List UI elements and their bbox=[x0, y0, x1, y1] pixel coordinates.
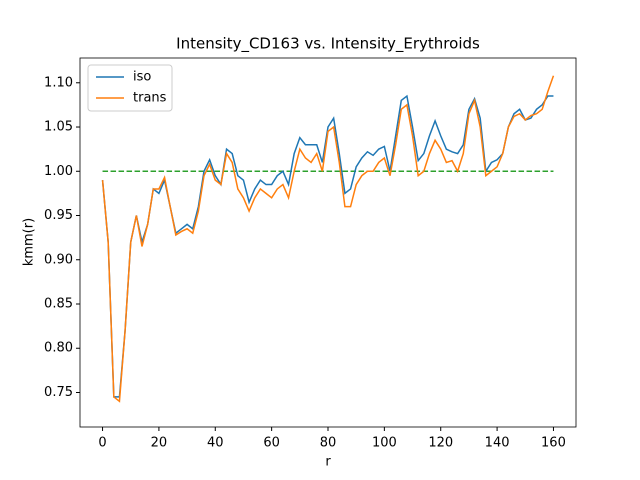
x-tick-label: 160 bbox=[541, 436, 566, 451]
y-tick-label: 1.05 bbox=[44, 120, 73, 135]
plot-frame bbox=[79, 57, 577, 428]
x-tick-label: 0 bbox=[98, 436, 106, 451]
y-tick-label: 0.75 bbox=[44, 385, 73, 400]
x-tick-label: 100 bbox=[372, 436, 397, 451]
y-tick-label: 0.90 bbox=[44, 252, 73, 267]
legend-label: iso bbox=[133, 70, 151, 85]
y-tick-label: 0.80 bbox=[44, 341, 73, 356]
x-tick-label: 60 bbox=[263, 436, 280, 451]
x-tick-label: 80 bbox=[320, 436, 337, 451]
x-tick-label: 140 bbox=[485, 436, 510, 451]
x-tick-label: 120 bbox=[428, 436, 453, 451]
x-tick-label: 20 bbox=[151, 436, 168, 451]
chart-title: Intensity_CD163 vs. Intensity_Erythroids bbox=[176, 35, 480, 54]
y-axis-label: kmm(r) bbox=[22, 218, 37, 266]
line-series bbox=[101, 94, 554, 398]
x-axis-label: r bbox=[325, 455, 331, 470]
y-tick-label: 1.00 bbox=[44, 164, 73, 179]
x-tick-label: 40 bbox=[207, 436, 224, 451]
legend-label: trans bbox=[133, 91, 167, 106]
y-tick-label: 0.95 bbox=[44, 208, 73, 223]
line-series bbox=[101, 75, 555, 403]
y-tick-label: 0.85 bbox=[44, 297, 73, 312]
y-tick-label: 1.10 bbox=[44, 75, 73, 90]
